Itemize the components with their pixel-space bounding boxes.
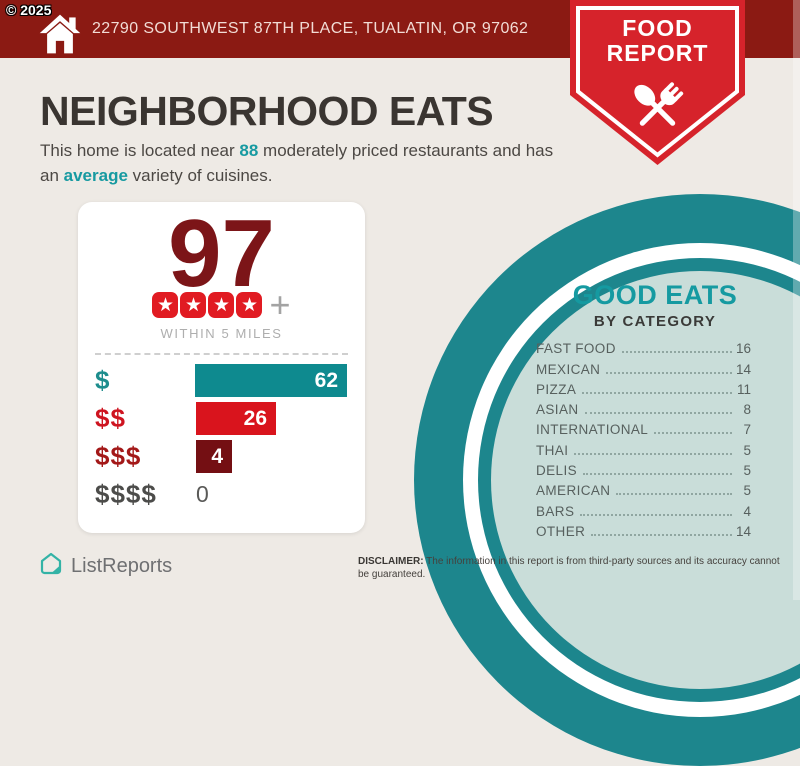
bar-track: 26 (196, 402, 347, 435)
price-tier-label: $ (95, 365, 111, 395)
price-tier-label: $$$$ (95, 479, 157, 509)
dotted-leader (584, 412, 732, 415)
dotted-leader (583, 473, 732, 476)
category-count: 11 (736, 381, 751, 397)
category-count: 16 (735, 341, 751, 357)
bar-value-zero: 0 (196, 481, 209, 507)
disclaimer-text: The information in this report is from t… (358, 556, 780, 580)
dotted-leader (606, 371, 732, 374)
intro-subtitle: This home is located near 88 moderately … (40, 139, 565, 188)
plus-icon: + (269, 284, 291, 325)
star-icon: ★ (152, 292, 179, 318)
subtitle-post: variety of cuisines. (127, 165, 273, 185)
bar-track: 62 (195, 364, 347, 397)
category-count: 14 (735, 523, 751, 539)
good-eats-header: GOOD EATS BY CATEGORY (505, 280, 800, 330)
spoon-fork-icon (634, 82, 684, 126)
category-row: MEXICAN 14 (536, 358, 751, 378)
category-label: MEXICAN (536, 361, 601, 377)
bar-fill: 26 (196, 402, 276, 435)
category-row: FAST FOOD 16 (536, 338, 751, 358)
house-icon (37, 12, 83, 61)
category-row: AMERICAN 5 (536, 480, 751, 500)
category-label: INTERNATIONAL (536, 422, 649, 438)
star-icon: ★ (236, 292, 263, 318)
good-eats-title: GOOD EATS (572, 280, 738, 310)
food-report-badge: FOOD REPORT (570, 0, 745, 165)
category-count: 4 (743, 503, 751, 519)
price-tier-label: $$ (95, 403, 126, 433)
category-label: ASIAN (536, 402, 579, 418)
disclaimer: DISCLAIMER: The information in this repo… (358, 555, 786, 581)
category-label: THAI (536, 442, 569, 458)
price-bar-chart: $62 $$ 26 $$$ 4 $$$$ 0 (95, 364, 347, 516)
badge-title: FOOD REPORT (570, 16, 745, 66)
dotted-leader (580, 513, 732, 516)
category-label: BARS (536, 503, 575, 519)
category-label: PIZZA (536, 381, 577, 397)
category-label: FAST FOOD (536, 341, 616, 357)
listreports-brand: ListReports (38, 551, 172, 582)
disclaimer-label: DISCLAIMER: (358, 556, 424, 567)
star-icon: ★ (180, 292, 207, 318)
price-bar-row: $62 (95, 364, 347, 397)
property-address: 22790 SOUTHWEST 87TH PLACE, TUALATIN, OR… (92, 20, 529, 37)
category-label: DELIS (536, 463, 578, 479)
dotted-leader (591, 533, 732, 536)
bar-value: 62 (314, 368, 338, 392)
bar-track: 0 (196, 478, 347, 511)
price-bar-row: $$$$ 0 (95, 478, 347, 511)
copyright-label: © 2025 (6, 2, 52, 18)
category-row: THAI 5 (536, 439, 751, 459)
category-count: 7 (743, 422, 751, 438)
price-bar-row: $$$ 4 (95, 440, 347, 473)
category-label: OTHER (536, 523, 586, 539)
category-label: AMERICAN (536, 483, 611, 499)
variety-highlight: average (63, 165, 128, 185)
category-row: DELIS 5 (536, 460, 751, 480)
bar-fill: 4 (196, 440, 232, 473)
good-eats-subtitle: BY CATEGORY (593, 313, 717, 330)
dotted-leader (616, 493, 732, 496)
category-row: INTERNATIONAL 7 (536, 419, 751, 439)
category-list: FAST FOOD 16 MEXICAN 14 PIZZA 11 ASIAN 8 INTERNA… (536, 338, 751, 541)
bar-fill: 62 (195, 364, 347, 397)
category-row: BARS 4 (536, 500, 751, 520)
radius-label: WITHIN 5 MILES (160, 326, 283, 341)
category-row: OTHER 14 (536, 521, 751, 541)
page-title: NEIGHBORHOOD EATS (40, 88, 494, 134)
category-row: PIZZA 11 (536, 379, 751, 399)
price-tier-label: $$$ (95, 441, 142, 471)
restaurant-count: 88 (239, 141, 259, 160)
category-row: ASIAN 8 (536, 399, 751, 419)
dotted-leader (621, 351, 732, 354)
bar-value: 4 (211, 444, 223, 468)
category-count: 8 (743, 402, 751, 418)
dotted-leader (582, 391, 732, 394)
category-count: 5 (743, 463, 751, 479)
star-icon: ★ (208, 292, 235, 318)
listreports-logo-icon (38, 551, 64, 582)
subtitle-mid: moderately priced restaurants and has an (40, 141, 554, 185)
dashed-divider (95, 353, 348, 355)
score-card: 97 ★ ★ ★ ★ + WITHIN 5 MILES $62 $$ 26 $$$ 4 $$$$ 0 (78, 202, 365, 533)
star-rating: ★ ★ ★ ★ + (78, 284, 365, 325)
category-count: 5 (743, 483, 751, 499)
right-edge-strip (793, 0, 800, 600)
category-count: 5 (743, 442, 751, 458)
brand-name: ListReports (71, 555, 173, 577)
bar-value: 26 (243, 406, 267, 430)
subtitle-pre: This home is located near (40, 141, 240, 160)
price-bar-row: $$ 26 (95, 402, 347, 435)
bar-track: 4 (196, 440, 347, 473)
badge-line-food: FOOD (622, 15, 693, 41)
badge-line-report: REPORT (606, 40, 709, 66)
dotted-leader (574, 452, 732, 455)
restaurant-score: 97 (168, 200, 275, 307)
category-count: 14 (735, 361, 751, 377)
dotted-leader (654, 432, 732, 435)
